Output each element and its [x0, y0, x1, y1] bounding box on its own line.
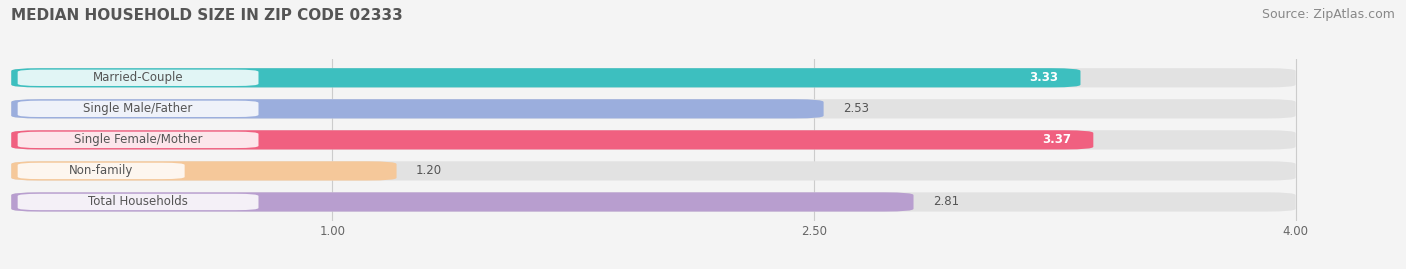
Text: MEDIAN HOUSEHOLD SIZE IN ZIP CODE 02333: MEDIAN HOUSEHOLD SIZE IN ZIP CODE 02333 — [11, 8, 404, 23]
Text: 3.37: 3.37 — [1042, 133, 1071, 146]
FancyBboxPatch shape — [11, 192, 914, 212]
Text: Source: ZipAtlas.com: Source: ZipAtlas.com — [1261, 8, 1395, 21]
FancyBboxPatch shape — [18, 163, 184, 179]
FancyBboxPatch shape — [11, 192, 1295, 212]
Text: Single Female/Mother: Single Female/Mother — [75, 133, 202, 146]
FancyBboxPatch shape — [11, 99, 1295, 118]
Text: 2.81: 2.81 — [932, 196, 959, 208]
Text: 2.53: 2.53 — [842, 102, 869, 115]
FancyBboxPatch shape — [18, 194, 259, 210]
Text: Married-Couple: Married-Couple — [93, 71, 183, 84]
FancyBboxPatch shape — [11, 161, 396, 180]
Text: 3.33: 3.33 — [1029, 71, 1057, 84]
FancyBboxPatch shape — [11, 68, 1080, 87]
FancyBboxPatch shape — [11, 99, 824, 118]
FancyBboxPatch shape — [18, 101, 259, 117]
FancyBboxPatch shape — [11, 68, 1295, 87]
Text: 1.20: 1.20 — [416, 164, 441, 178]
FancyBboxPatch shape — [18, 132, 259, 148]
FancyBboxPatch shape — [11, 130, 1295, 150]
FancyBboxPatch shape — [11, 161, 1295, 180]
Text: Non-family: Non-family — [69, 164, 134, 178]
FancyBboxPatch shape — [18, 70, 259, 86]
Text: Total Households: Total Households — [89, 196, 188, 208]
Text: Single Male/Father: Single Male/Father — [83, 102, 193, 115]
FancyBboxPatch shape — [11, 130, 1094, 150]
